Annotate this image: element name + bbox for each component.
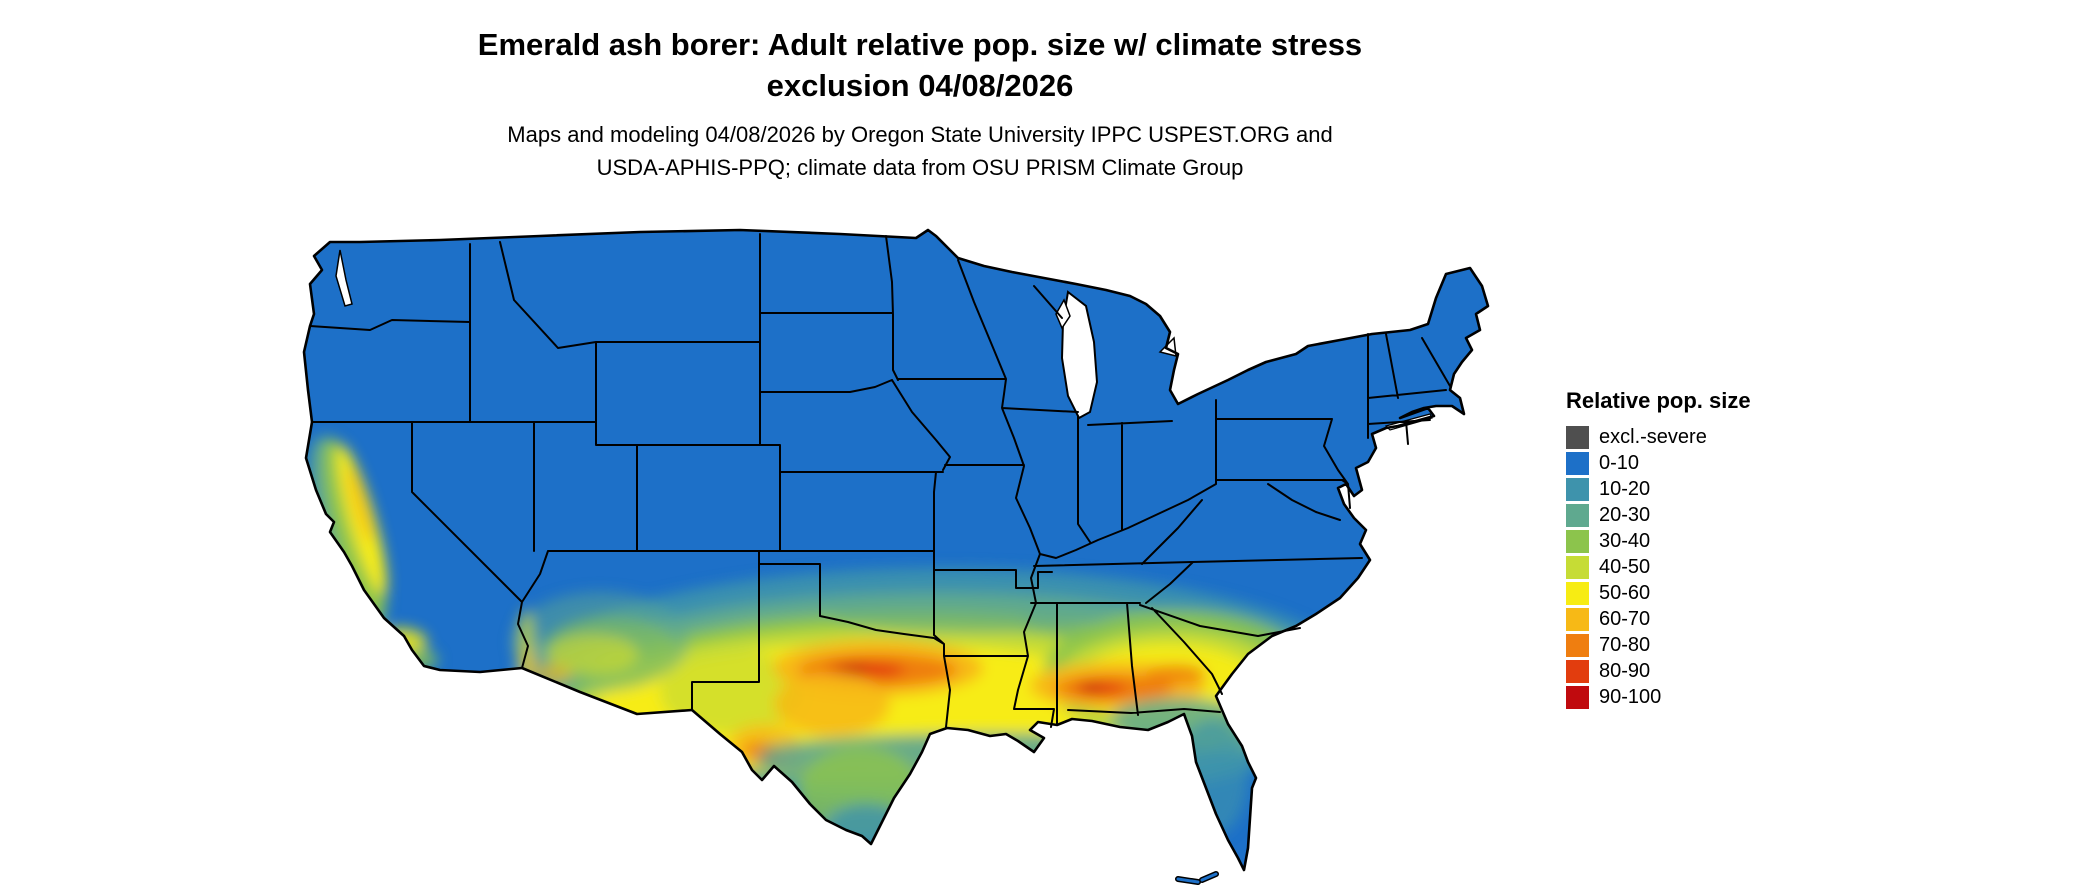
legend-item: 40-50: [1566, 556, 1826, 579]
lake-michigan: [1060, 290, 1099, 420]
figure-subtitle: Maps and modeling 04/08/2026 by Oregon S…: [320, 118, 1520, 184]
legend-items: excl.-severe 0-10 10-20 20-30 30-40 40-5…: [1566, 426, 1826, 709]
legend-item: 90-100: [1566, 686, 1826, 709]
green-bay: [1055, 298, 1071, 330]
legend-item-label: 30-40: [1599, 530, 1651, 552]
subtitle-line-1: Maps and modeling 04/08/2026 by Oregon S…: [507, 122, 1333, 147]
legend-item-label: 80-90: [1599, 660, 1651, 682]
legend-item-label: 90-100: [1599, 686, 1662, 708]
us-outline: [302, 228, 1490, 872]
legend-item-label: 50-60: [1599, 582, 1651, 604]
legend-item: 0-10: [1566, 452, 1826, 475]
legend-item-label: 40-50: [1599, 556, 1651, 578]
legend-item: excl.-severe: [1566, 426, 1826, 449]
legend-color-swatch: [1566, 582, 1589, 605]
subtitle-line-2: USDA-APHIS-PPQ; climate data from OSU PR…: [596, 155, 1244, 180]
legend-item: 10-20: [1566, 478, 1826, 501]
legend-item-label: 20-30: [1599, 504, 1651, 526]
legend-title: Relative pop. size: [1566, 388, 1751, 413]
legend-item-label: 70-80: [1599, 634, 1651, 656]
legend-item-label: 0-10: [1599, 452, 1640, 474]
legend-color-swatch: [1566, 608, 1589, 631]
legend-item: 20-30: [1566, 504, 1826, 527]
legend-item: 80-90: [1566, 660, 1826, 683]
title-line-2: exclusion 04/08/2026: [766, 68, 1074, 103]
legend-item-label: excl.-severe: [1599, 426, 1707, 448]
state-boundaries: [309, 233, 1451, 728]
legend-item: 60-70: [1566, 608, 1826, 631]
legend-color-swatch: [1566, 452, 1589, 475]
legend-color-swatch: [1566, 686, 1589, 709]
legend-color-swatch: [1566, 504, 1589, 527]
legend-item: 70-80: [1566, 634, 1826, 657]
us-map: [300, 222, 1540, 892]
legend-color-swatch: [1566, 660, 1589, 683]
florida-keys: [1175, 871, 1219, 885]
title-line-1: Emerald ash borer: Adult relative pop. s…: [477, 27, 1363, 62]
legend-item-label: 10-20: [1599, 478, 1651, 500]
legend-color-swatch: [1566, 478, 1589, 501]
legend-item: 30-40: [1566, 530, 1826, 553]
legend-color-swatch: [1566, 530, 1589, 553]
legend-color-swatch: [1566, 634, 1589, 657]
figure-title: Emerald ash borer: Adult relative pop. s…: [320, 24, 1520, 106]
puget-sound: [335, 249, 353, 307]
legend-color-swatch: [1566, 426, 1589, 449]
legend-item: 50-60: [1566, 582, 1826, 605]
us-map-svg: [302, 228, 1490, 885]
great-lakes: [335, 249, 1433, 431]
legend-item-label: 60-70: [1599, 608, 1651, 630]
legend-color-swatch: [1566, 556, 1589, 579]
map-legend: Relative pop. size excl.-severe 0-10 10-…: [1566, 388, 1826, 712]
